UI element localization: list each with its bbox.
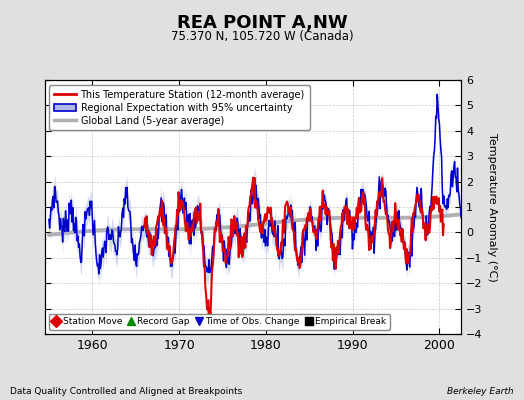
Text: 75.370 N, 105.720 W (Canada): 75.370 N, 105.720 W (Canada) xyxy=(171,30,353,43)
Text: Data Quality Controlled and Aligned at Breakpoints: Data Quality Controlled and Aligned at B… xyxy=(10,387,243,396)
Legend: Station Move, Record Gap, Time of Obs. Change, Empirical Break: Station Move, Record Gap, Time of Obs. C… xyxy=(49,314,390,330)
Y-axis label: Temperature Anomaly (°C): Temperature Anomaly (°C) xyxy=(487,133,497,281)
Text: REA POINT A,NW: REA POINT A,NW xyxy=(177,14,347,32)
Text: Berkeley Earth: Berkeley Earth xyxy=(447,387,514,396)
